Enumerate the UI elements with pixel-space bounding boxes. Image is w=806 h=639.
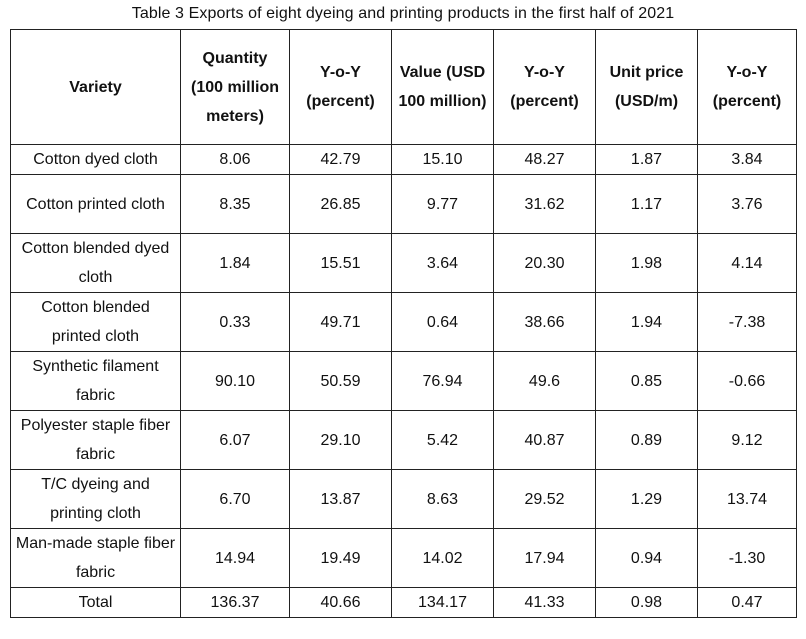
- table-row: T/C dyeing and printing cloth 6.70 13.87…: [10, 469, 797, 529]
- cell-unit-price: 0.85: [595, 351, 698, 411]
- table-row: Cotton printed cloth 8.35 26.85 9.77 31.…: [10, 174, 797, 234]
- cell-value-yoy: 49.6: [493, 351, 596, 411]
- cell-value: 15.10: [391, 144, 494, 175]
- cell-quantity: 8.35: [180, 174, 290, 234]
- cell-quantity: 1.84: [180, 233, 290, 293]
- cell-value-yoy: 20.30: [493, 233, 596, 293]
- header-value-yoy: Y-o-Y (percent): [493, 29, 596, 145]
- cell-unit-price: 0.94: [595, 528, 698, 588]
- cell-variety: Cotton blended printed cloth: [10, 292, 181, 352]
- cell-unit-price: 1.98: [595, 233, 698, 293]
- cell-unit-price: 1.17: [595, 174, 698, 234]
- cell-unit-price: 1.29: [595, 469, 698, 529]
- cell-quantity: 90.10: [180, 351, 290, 411]
- cell-quantity-yoy: 15.51: [289, 233, 392, 293]
- cell-unit-price-yoy: -7.38: [697, 292, 797, 352]
- table-caption: Table 3 Exports of eight dyeing and prin…: [131, 5, 675, 22]
- cell-value-yoy: 38.66: [493, 292, 596, 352]
- cell-value-yoy: 40.87: [493, 410, 596, 470]
- cell-value: 5.42: [391, 410, 494, 470]
- cell-value: 76.94: [391, 351, 494, 411]
- cell-quantity: 14.94: [180, 528, 290, 588]
- cell-variety: T/C dyeing and printing cloth: [10, 469, 181, 529]
- cell-quantity-yoy: 26.85: [289, 174, 392, 234]
- cell-value: 0.64: [391, 292, 494, 352]
- cell-quantity-yoy: 40.66: [289, 587, 392, 618]
- cell-value: 3.64: [391, 233, 494, 293]
- cell-value-yoy: 29.52: [493, 469, 596, 529]
- header-unit-price-yoy: Y-o-Y (percent): [697, 29, 797, 145]
- cell-unit-price: 1.87: [595, 144, 698, 175]
- cell-unit-price: 1.94: [595, 292, 698, 352]
- total-row: Total 136.37 40.66 134.17 41.33 0.98 0.4…: [10, 587, 797, 618]
- cell-quantity: 136.37: [180, 587, 290, 618]
- cell-quantity: 8.06: [180, 144, 290, 175]
- cell-variety: Total: [10, 587, 181, 618]
- cell-variety: Man-made staple fiber fabric: [10, 528, 181, 588]
- header-quantity: Quantity (100 million meters): [180, 29, 290, 145]
- cell-unit-price: 0.89: [595, 410, 698, 470]
- cell-unit-price-yoy: 13.74: [697, 469, 797, 529]
- cell-value-yoy: 48.27: [493, 144, 596, 175]
- cell-value-yoy: 41.33: [493, 587, 596, 618]
- cell-variety: Cotton printed cloth: [10, 174, 181, 234]
- header-row: Variety Quantity (100 million meters) Y-…: [10, 29, 797, 145]
- cell-variety: Synthetic filament fabric: [10, 351, 181, 411]
- table-row: Polyester staple fiber fabric 6.07 29.10…: [10, 410, 797, 470]
- cell-quantity-yoy: 29.10: [289, 410, 392, 470]
- cell-quantity-yoy: 49.71: [289, 292, 392, 352]
- cell-variety: Cotton blended dyed cloth: [10, 233, 181, 293]
- header-quantity-yoy: Y-o-Y (percent): [289, 29, 392, 145]
- cell-variety: Cotton dyed cloth: [10, 144, 181, 175]
- exports-table: Variety Quantity (100 million meters) Y-…: [10, 29, 797, 618]
- cell-value: 9.77: [391, 174, 494, 234]
- cell-quantity-yoy: 50.59: [289, 351, 392, 411]
- cell-quantity: 0.33: [180, 292, 290, 352]
- cell-quantity: 6.07: [180, 410, 290, 470]
- cell-value: 8.63: [391, 469, 494, 529]
- cell-value: 134.17: [391, 587, 494, 618]
- cell-unit-price-yoy: -1.30: [697, 528, 797, 588]
- cell-unit-price-yoy: -0.66: [697, 351, 797, 411]
- table-row: Cotton blended printed cloth 0.33 49.71 …: [10, 292, 797, 352]
- cell-value-yoy: 17.94: [493, 528, 596, 588]
- cell-unit-price-yoy: 4.14: [697, 233, 797, 293]
- cell-value-yoy: 31.62: [493, 174, 596, 234]
- table-row: Cotton dyed cloth 8.06 42.79 15.10 48.27…: [10, 144, 797, 175]
- cell-unit-price-yoy: 0.47: [697, 587, 797, 618]
- table-row: Synthetic filament fabric 90.10 50.59 76…: [10, 351, 797, 411]
- cell-quantity: 6.70: [180, 469, 290, 529]
- cell-value: 14.02: [391, 528, 494, 588]
- table-row: Cotton blended dyed cloth 1.84 15.51 3.6…: [10, 233, 797, 293]
- cell-quantity-yoy: 19.49: [289, 528, 392, 588]
- cell-unit-price-yoy: 3.84: [697, 144, 797, 175]
- cell-variety: Polyester staple fiber fabric: [10, 410, 181, 470]
- cell-unit-price-yoy: 3.76: [697, 174, 797, 234]
- table-row: Man-made staple fiber fabric 14.94 19.49…: [10, 528, 797, 588]
- header-unit-price: Unit price (USD/m): [595, 29, 698, 145]
- cell-unit-price: 0.98: [595, 587, 698, 618]
- header-variety: Variety: [10, 29, 181, 145]
- cell-quantity-yoy: 13.87: [289, 469, 392, 529]
- header-value: Value (USD 100 million): [391, 29, 494, 145]
- cell-quantity-yoy: 42.79: [289, 144, 392, 175]
- cell-unit-price-yoy: 9.12: [697, 410, 797, 470]
